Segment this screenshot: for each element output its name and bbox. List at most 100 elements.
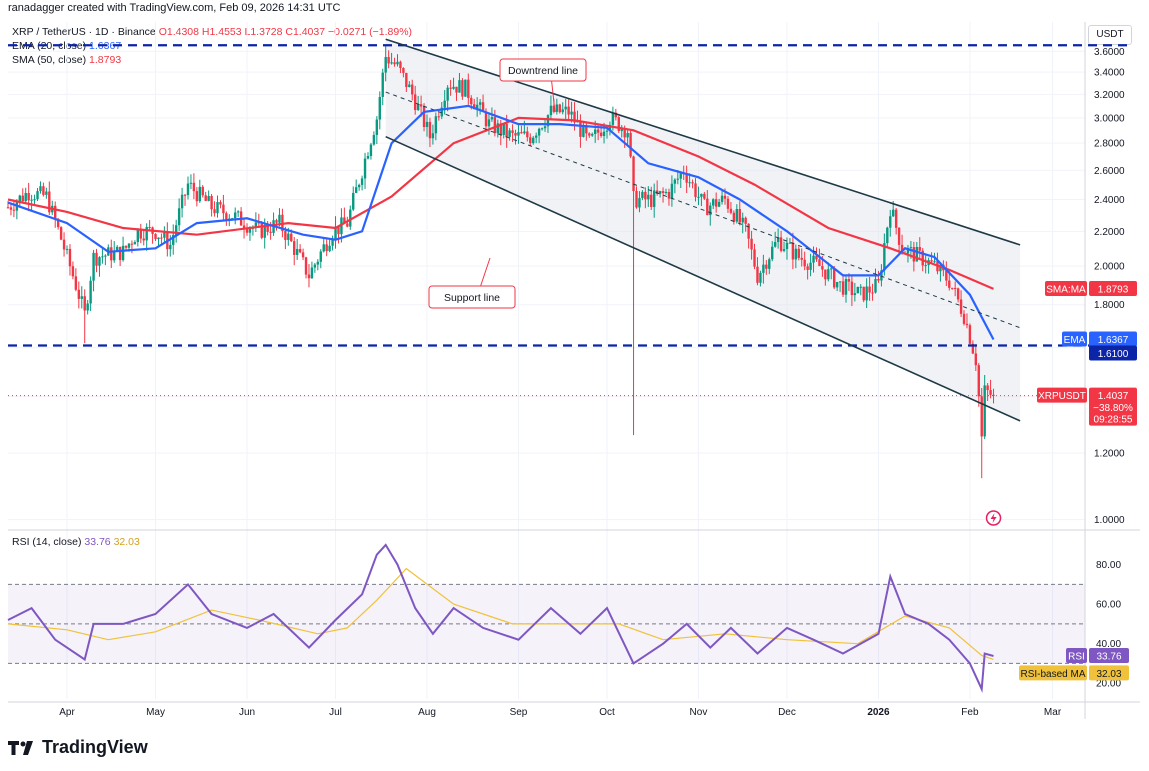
candle-body [210, 196, 213, 210]
candle-body [86, 303, 89, 311]
candle-body [655, 190, 659, 194]
candle-body [912, 247, 916, 262]
candle-body [357, 184, 361, 188]
last-price-value: 1.4037 [1098, 391, 1129, 402]
rsi-legend-label[interactable]: RSI (14, close) [12, 536, 82, 548]
candle-body [567, 106, 570, 115]
candle-body [334, 226, 337, 239]
last-price-tag-bg [1089, 387, 1137, 426]
candle-body [80, 296, 83, 299]
candle-body [697, 196, 700, 198]
candle-body [977, 365, 980, 397]
candle-body [853, 293, 857, 296]
candle-body [148, 226, 151, 228]
candle-body [127, 243, 131, 248]
price-tick-label: 3.0000 [1094, 113, 1125, 124]
candle-body [827, 269, 830, 280]
time-tick-label: Apr [59, 707, 75, 718]
candle-body [98, 257, 101, 266]
candle-body [502, 123, 505, 135]
candle-body [558, 104, 561, 113]
candle-body [381, 72, 384, 97]
candle-body [346, 223, 349, 227]
candle-body [945, 270, 948, 281]
candle-body [174, 225, 178, 235]
candle-body [6, 207, 10, 209]
rsi-tag-value: 33.76 [1096, 651, 1121, 662]
candle-body [62, 239, 66, 250]
candle-body [508, 130, 511, 137]
candle-body [295, 248, 299, 255]
time-tick-label: Dec [778, 707, 796, 718]
candle-body [313, 264, 317, 268]
candle-body [514, 132, 517, 136]
symbol-label[interactable]: XRP / TetherUS · 1D · Binance [12, 26, 156, 38]
lightning-icon [990, 513, 997, 523]
candle-body [115, 246, 119, 251]
ema-tag-value-bg [1089, 331, 1137, 347]
candle-body [886, 227, 889, 244]
tradingview-logo[interactable]: TradingView [8, 737, 148, 758]
candle-body [331, 238, 334, 246]
price-tick-label: 2.6000 [1094, 166, 1125, 177]
indicator-lines [7, 104, 995, 693]
candle-body [77, 289, 81, 299]
candle-body [59, 227, 63, 240]
candle-body [859, 286, 862, 288]
candle-body [552, 105, 556, 112]
candle-body [741, 217, 744, 223]
sma-legend-label[interactable]: SMA (50, close) [12, 54, 87, 66]
candle-body [419, 104, 423, 107]
candle-body [325, 244, 328, 252]
candle-body [685, 174, 688, 183]
candle-body [948, 280, 951, 288]
candle-body [700, 193, 703, 197]
candle-body [894, 209, 898, 228]
candle-body [74, 276, 78, 290]
candle-body [635, 190, 638, 208]
candle-body [658, 191, 662, 194]
candle-body [877, 278, 880, 281]
candle-body [375, 119, 379, 135]
candle-body [623, 128, 626, 138]
candle-body [865, 286, 868, 301]
candle-body [298, 248, 302, 253]
candle-body [617, 117, 620, 132]
candle-body [794, 248, 798, 260]
candle-body [145, 226, 148, 241]
candle-body [396, 61, 399, 65]
candle-body [812, 255, 815, 263]
candle-body [387, 57, 390, 64]
sma-tag-name-bg [1045, 280, 1087, 296]
candle-body [788, 242, 792, 244]
candle-body [130, 243, 134, 245]
channel-fill [8, 39, 1085, 664]
ema-legend-label[interactable]: EMA (20, close) [12, 40, 87, 52]
candle-body [260, 223, 263, 238]
candle-body [915, 246, 919, 262]
ema-tag-value: 1.6367 [1098, 335, 1129, 346]
candle-body [12, 209, 16, 211]
support-line [385, 135, 1021, 422]
candle-body [638, 198, 641, 208]
candle-body [555, 104, 559, 112]
candle-body [753, 249, 756, 267]
sma-tag-value-bg [1089, 280, 1137, 296]
candle-body [933, 261, 936, 263]
candle-body [844, 279, 848, 295]
price-tick-label: 1.2000 [1094, 448, 1125, 459]
rsi-ma-line [7, 567, 994, 660]
price-tick-label: 2.2000 [1094, 227, 1125, 238]
time-tick-label: Jun [239, 707, 255, 718]
price-tick-label: 3.4000 [1094, 68, 1125, 79]
price-tick-label: 3.6000 [1094, 47, 1125, 58]
candle-body [263, 224, 266, 238]
candle-body [18, 195, 22, 203]
candle-body [532, 137, 535, 144]
candle-body [461, 80, 464, 97]
candle-body [68, 248, 72, 267]
candle-body [443, 100, 446, 108]
ema-tag-name: EMA [1064, 335, 1086, 346]
candle-body [490, 117, 494, 120]
